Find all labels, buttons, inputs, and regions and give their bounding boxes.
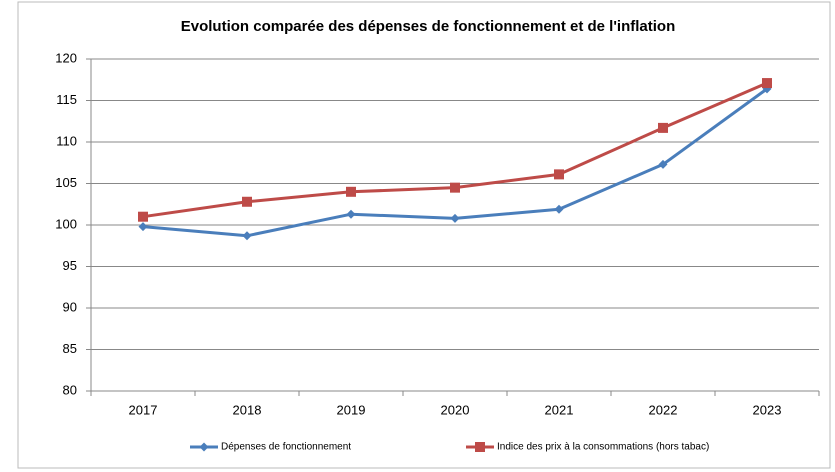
x-tick-label: 2020 [441,402,470,417]
y-tick-label: 100 [55,216,77,231]
x-tick-label: 2019 [337,402,366,417]
x-tick-label: 2022 [649,402,678,417]
legend-marker [199,442,209,452]
x-tick-label: 2017 [129,402,158,417]
chart-title: Evolution comparée des dépenses de fonct… [181,18,675,35]
y-tick-label: 80 [63,382,77,397]
y-tick-label: 105 [55,175,77,190]
point [138,222,148,232]
x-tick-label: 2023 [753,402,782,417]
point [762,78,772,89]
point [554,204,564,214]
x-tick-label: 2021 [545,402,574,417]
y-tick-label: 90 [63,299,77,314]
y-tick-label: 95 [63,258,77,273]
y-tick-label: 120 [55,50,77,65]
point [658,122,668,133]
chart-border [17,1,831,469]
point [346,209,356,219]
point [138,211,148,222]
point [450,182,460,193]
y-tick-label: 85 [63,341,77,356]
point [450,213,460,223]
point [242,196,252,207]
point [346,186,356,197]
legend-label: Dépenses de fonctionnement [221,442,351,453]
y-tick-label: 110 [56,133,77,148]
point [554,169,564,180]
point [658,159,668,169]
legend-label: Indice des prix à la consommations (hors… [497,442,709,453]
legend-marker [475,442,485,452]
x-tick-label: 2018 [233,402,262,417]
point [242,231,252,241]
y-tick-label: 115 [56,92,77,107]
